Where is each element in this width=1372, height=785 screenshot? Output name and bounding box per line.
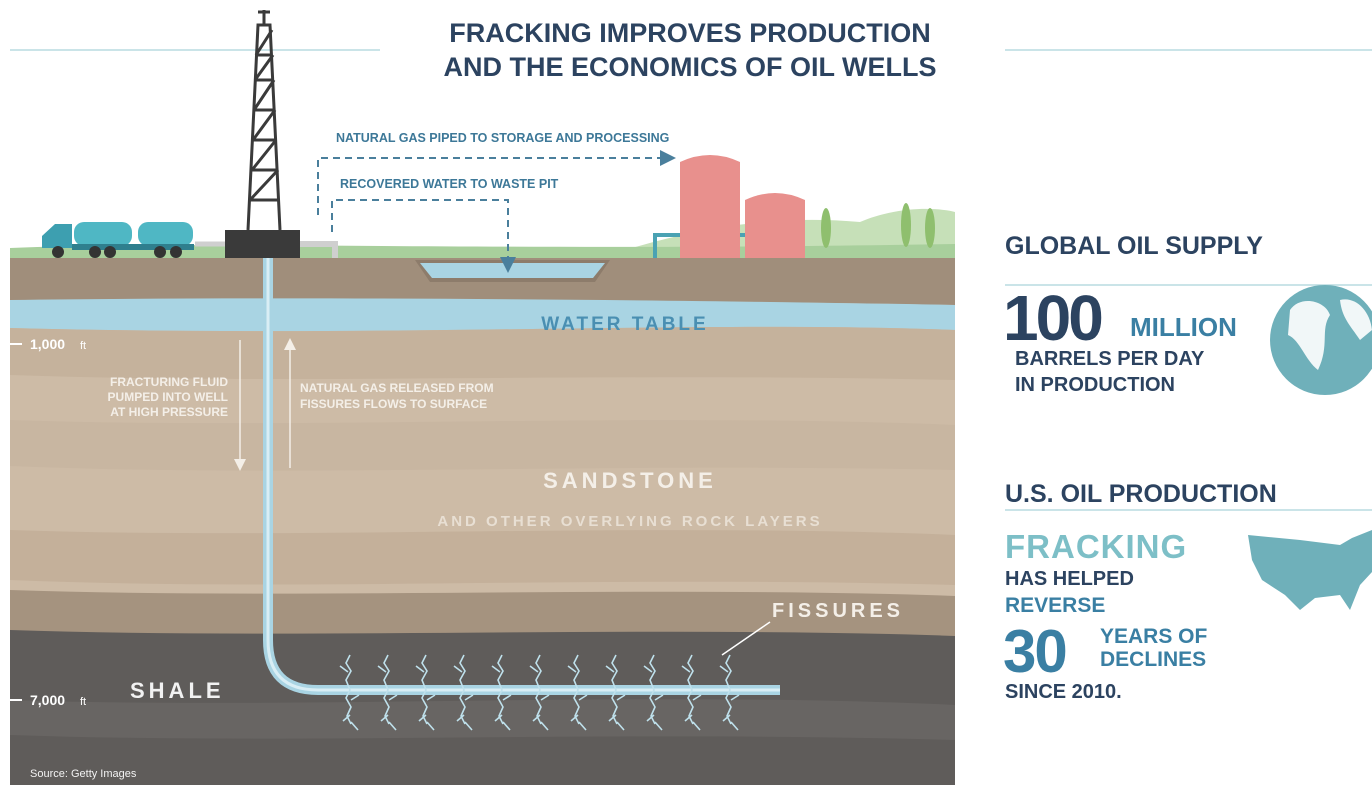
big-figure: 100 (1003, 282, 1101, 354)
fissure (377, 654, 398, 731)
depth-unit: ft (80, 696, 86, 708)
shale-label: SHALE (130, 678, 225, 703)
tank (680, 155, 740, 258)
stripe (10, 326, 955, 380)
source: Source: Getty Images (30, 768, 137, 780)
tank (745, 193, 805, 258)
gas-arrow (317, 150, 676, 215)
depth-value: 1,000 (30, 336, 65, 352)
gas-arrow-label: NATURAL GAS PIPED TO STORAGE AND PROCESS… (336, 131, 669, 145)
fluid-note: AT HIGH PRESSURE (110, 405, 228, 419)
unit: MILLION (1130, 312, 1237, 342)
title: FRACKING IMPROVES PRODUCTION (449, 18, 931, 48)
sandstone-label: SANDSTONE (543, 468, 717, 493)
derrick (246, 10, 282, 231)
closing: SINCE 2010. (1005, 681, 1122, 703)
surface-pipe (300, 241, 338, 258)
fluid-note: FRACTURING FLUID (110, 375, 228, 389)
fissure (491, 654, 512, 731)
pointer (721, 621, 771, 656)
water-arrow (331, 199, 516, 273)
truck (42, 222, 194, 258)
panel-title: U.S. OIL PRODUCTION (1005, 480, 1277, 508)
lead: FRACKING (1005, 528, 1187, 565)
sandstone-sub: AND OTHER OVERLYING ROCK LAYERS (437, 513, 822, 530)
fissure (681, 654, 702, 731)
stripe (10, 590, 955, 645)
panel-title: GLOBAL OIL SUPPLY (1005, 232, 1263, 260)
panel-line: REVERSE (1005, 594, 1105, 617)
platform (225, 230, 300, 258)
depth-value: 7,000 (30, 692, 65, 708)
well-pipe-core (266, 258, 780, 692)
unit: YEARS OF (1100, 625, 1208, 648)
fissure (605, 654, 626, 731)
pipe (653, 233, 680, 258)
stripe (10, 699, 955, 740)
big-figure: 30 (1003, 618, 1066, 685)
fissure (719, 654, 740, 731)
fissure-group (339, 654, 740, 731)
unit: DECLINES (1100, 648, 1206, 671)
water-arrow-label: RECOVERED WATER TO WASTE PIT (340, 177, 559, 191)
globe-land (1288, 299, 1372, 370)
fissure (567, 654, 588, 731)
stripe (10, 530, 955, 585)
fissures-label: FISSURES (772, 600, 904, 622)
fissure (415, 654, 436, 731)
fissure (339, 654, 360, 731)
gas-note: FISSURES FLOWS TO SURFACE (300, 397, 487, 411)
pit-water (420, 263, 605, 278)
us-map (1248, 530, 1372, 610)
title: AND THE ECONOMICS OF OIL WELLS (443, 52, 936, 82)
fluid-note: PUMPED INTO WELL (108, 390, 228, 404)
panel-line: IN PRODUCTION (1015, 374, 1175, 396)
fissure (643, 654, 664, 731)
stripe (10, 420, 955, 471)
depth-unit: ft (80, 340, 86, 352)
panel-line: HAS HELPED (1005, 568, 1134, 590)
trees (821, 203, 935, 248)
fissure (453, 654, 474, 731)
gas-note: NATURAL GAS RELEASED FROM (300, 381, 494, 395)
panel-line: BARRELS PER DAY (1015, 348, 1205, 370)
fissure (529, 654, 550, 731)
water-table (10, 298, 955, 332)
water-table-label: WATER TABLE (541, 314, 708, 335)
